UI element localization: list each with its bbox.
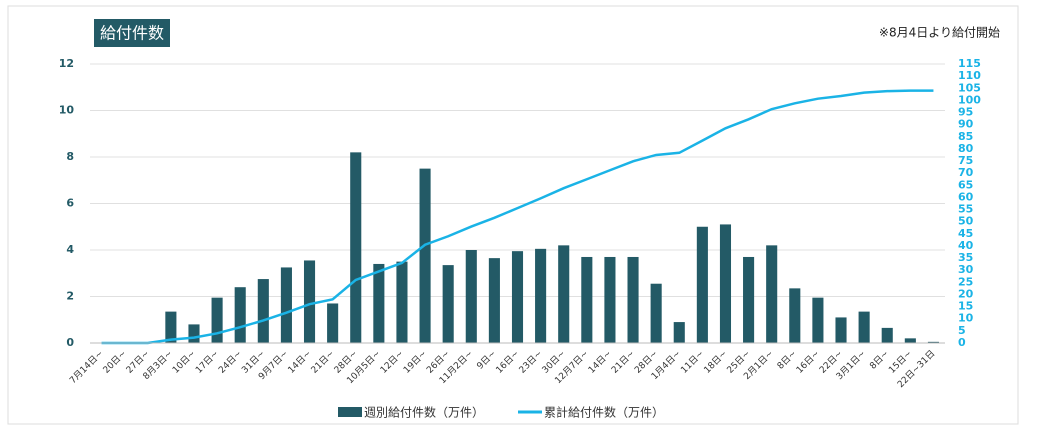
bar: [835, 317, 847, 343]
y2-tick-label: 35: [958, 251, 973, 264]
y2-tick-label: 0: [958, 336, 966, 349]
bar: [373, 263, 385, 343]
bar: [188, 324, 200, 343]
y2-tick-label: 60: [958, 190, 974, 203]
bar: [211, 297, 223, 343]
y2-tick-label: 50: [958, 215, 974, 228]
y2-tick-label: 40: [958, 239, 974, 252]
bar: [650, 283, 662, 343]
y2-tick-label: 55: [958, 203, 973, 216]
y2-tick-label: 105: [958, 81, 981, 94]
y-tick-label: 10: [59, 104, 75, 117]
y-tick-label: 6: [66, 197, 74, 210]
chart-title: 給付件数: [100, 24, 164, 43]
y2-tick-label: 15: [958, 300, 973, 313]
title-box: [94, 19, 170, 47]
bar: [511, 251, 524, 343]
bar: [257, 279, 269, 343]
y-tick-label: 12: [59, 57, 74, 70]
bar: [165, 311, 177, 343]
y2-tick-label: 115: [958, 57, 981, 70]
chart-frame: [7, 5, 1019, 425]
y2-tick-label: 5: [958, 324, 966, 337]
bar: [604, 256, 616, 343]
y2-tick-label: 10: [958, 312, 974, 325]
bar: [927, 341, 939, 343]
y-tick-label: 0: [66, 336, 74, 349]
y2-tick-label: 20: [958, 287, 974, 300]
bar: [673, 322, 685, 343]
bar: [327, 303, 339, 343]
legend-label: 累計給付件数（万件）: [544, 405, 664, 420]
bar: [488, 258, 500, 343]
bar: [396, 261, 408, 343]
y2-tick-label: 85: [958, 130, 973, 143]
bar: [234, 287, 246, 343]
bar: [558, 245, 570, 343]
bar: [627, 256, 639, 343]
y-tick-label: 2: [66, 290, 74, 303]
y2-tick-label: 80: [958, 142, 974, 155]
bar: [904, 338, 916, 343]
y2-tick-label: 95: [958, 106, 973, 119]
bar: [419, 168, 431, 343]
y2-tick-label: 25: [958, 275, 973, 288]
y2-tick-label: 90: [958, 118, 974, 131]
bar: [789, 288, 801, 343]
bar: [766, 245, 778, 343]
bar: [581, 256, 593, 343]
line: [101, 89, 934, 345]
y-tick-label: 8: [66, 150, 74, 163]
y-tick-label: 4: [66, 243, 74, 256]
bar: [303, 260, 316, 343]
bar: [280, 267, 292, 343]
y2-tick-label: 75: [958, 154, 973, 167]
y2-tick-label: 30: [958, 263, 974, 276]
y2-tick-label: 110: [958, 69, 981, 82]
y2-tick-label: 70: [958, 166, 974, 179]
bar: [719, 224, 732, 343]
bar: [535, 248, 547, 343]
bar: [465, 250, 477, 343]
y2-tick-label: 100: [958, 93, 981, 106]
legend-label: 週別給付件数（万件）: [364, 405, 484, 420]
y2-tick-label: 65: [958, 178, 973, 191]
legend-swatch: [338, 407, 362, 417]
bar: [858, 311, 870, 343]
annotation: ※8月4日より給付開始: [879, 26, 1000, 40]
bar: [696, 226, 708, 343]
bar: [812, 297, 824, 343]
bar: [350, 152, 362, 343]
bar: [743, 256, 755, 343]
bar: [442, 265, 454, 343]
bar: [881, 327, 893, 343]
y2-tick-label: 45: [958, 227, 973, 240]
